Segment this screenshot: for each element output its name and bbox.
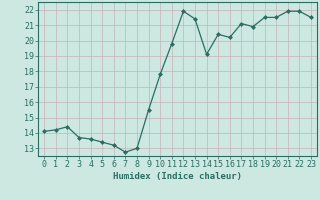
X-axis label: Humidex (Indice chaleur): Humidex (Indice chaleur) <box>113 172 242 181</box>
